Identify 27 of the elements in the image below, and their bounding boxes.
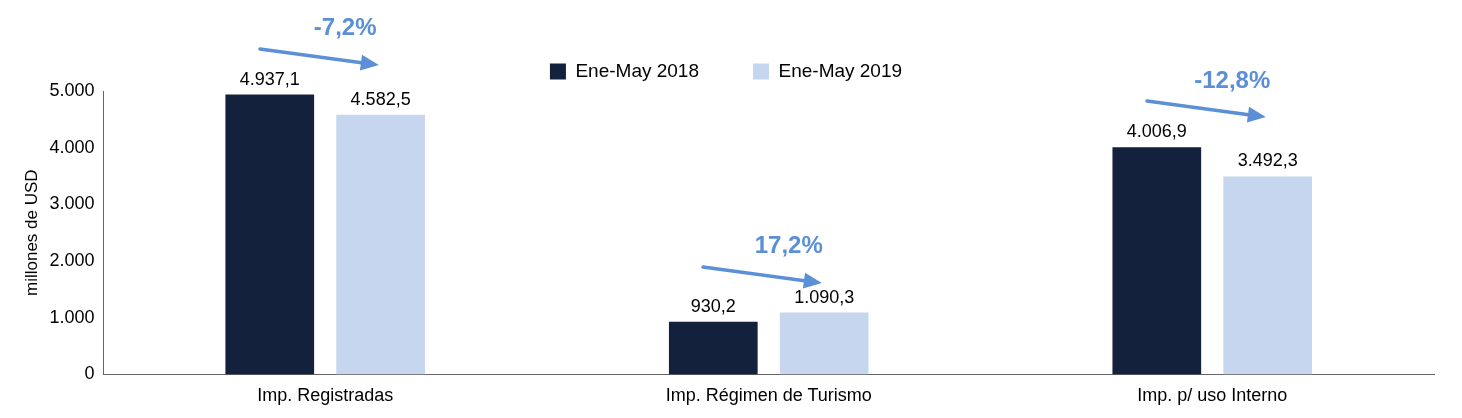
bar [1223,176,1313,375]
legend-label: Ene-May 2018 [575,59,699,81]
legend-label: Ene-May 2019 [778,59,903,81]
x-tick-label: Imp. Registradas [257,385,394,406]
data-label: 4.582,5 [350,88,411,109]
x-tick-label: Imp. Régimen de Turismo [665,385,872,406]
bar [225,94,315,375]
y-tick-label: 0 [84,363,95,384]
bar [336,114,425,375]
x-tick-label: Imp. p/ uso Interno [1137,385,1288,406]
data-label: 1.090,3 [794,286,855,307]
annotation: -12,8% [1194,65,1271,93]
data-label: 4.006,9 [1126,121,1187,142]
y-axis-title: millones de USD [21,169,41,296]
bar [1112,147,1202,375]
y-tick-label: 1.000 [49,306,95,327]
y-tick-label: 3.000 [49,193,95,214]
data-label: 930,2 [690,295,736,316]
data-label: 3.492,3 [1237,150,1298,171]
y-tick-label: 2.000 [49,250,95,271]
y-tick-label: 5.000 [49,79,95,100]
data-label: 4.937,1 [239,68,300,89]
annotation: 17,2% [754,231,823,259]
bar [779,312,869,375]
text: -7,2% [313,13,377,41]
y-tick-label: 4.000 [49,136,95,157]
bar [668,321,758,375]
